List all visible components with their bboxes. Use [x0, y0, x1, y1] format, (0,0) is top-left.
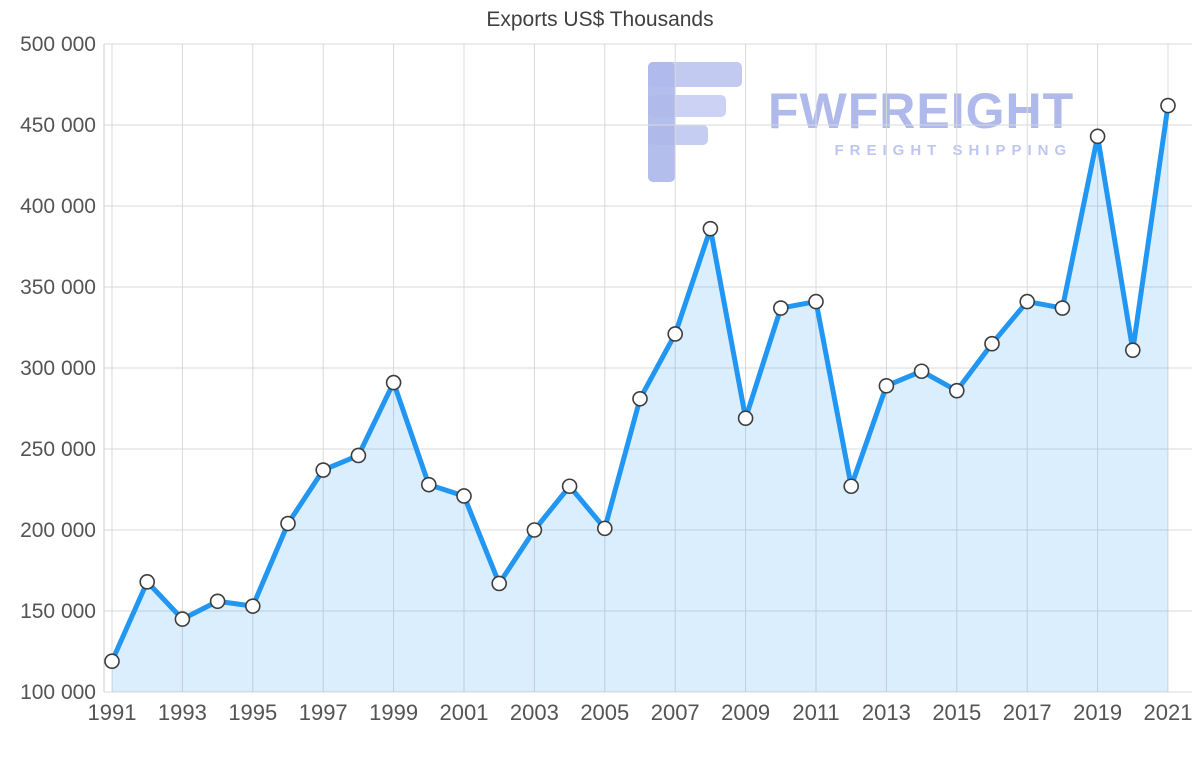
y-axis-tick-label: 400 000 [20, 195, 96, 218]
data-point-marker[interactable] [702, 220, 719, 237]
y-axis-tick-label: 450 000 [20, 114, 96, 137]
y-axis-tick-label: 200 000 [20, 519, 96, 542]
x-axis-tick-label: 2009 [721, 700, 770, 725]
y-axis-tick-label: 250 000 [20, 438, 96, 461]
x-axis-tick-label: 2003 [510, 700, 559, 725]
x-axis-tick-label: 2021 [1144, 700, 1193, 725]
data-point-marker[interactable] [596, 520, 613, 537]
data-point-marker[interactable] [245, 598, 261, 614]
data-point-marker[interactable] [1019, 293, 1035, 310]
x-axis-tick-label: 1993 [158, 700, 207, 725]
x-axis-tick-label: 2019 [1073, 700, 1122, 725]
data-point-marker[interactable] [1125, 342, 1141, 358]
data-point-marker[interactable] [139, 574, 155, 590]
y-axis-tick-label: 150 000 [20, 600, 96, 623]
data-point-marker[interactable] [1054, 300, 1071, 316]
x-axis-tick-label: 2017 [1003, 700, 1052, 725]
x-axis-tick-label: 2013 [862, 700, 911, 725]
data-point-marker[interactable] [1160, 97, 1176, 114]
data-point-marker[interactable] [209, 593, 226, 610]
y-axis-tick-label: 300 000 [20, 357, 96, 380]
data-point-marker[interactable] [1089, 128, 1106, 145]
y-axis-tick-label: 350 000 [20, 276, 96, 299]
x-axis-tick-label: 2011 [792, 700, 839, 725]
data-point-marker[interactable] [878, 378, 895, 394]
data-point-marker[interactable] [772, 300, 789, 316]
data-point-marker[interactable] [315, 462, 332, 478]
data-point-marker[interactable] [420, 476, 437, 493]
data-point-marker[interactable] [808, 293, 824, 310]
data-point-marker[interactable] [104, 653, 120, 670]
x-axis-tick-label: 2015 [932, 700, 981, 725]
data-point-marker[interactable] [737, 410, 754, 427]
x-axis-tick-label: 1999 [369, 700, 418, 725]
x-axis-tick-label: 2001 [440, 700, 489, 725]
data-point-marker[interactable] [280, 515, 296, 532]
data-point-marker[interactable] [526, 522, 543, 538]
data-point-marker[interactable] [667, 326, 684, 342]
data-point-marker[interactable] [948, 382, 965, 399]
data-point-marker[interactable] [385, 374, 402, 391]
data-point-marker[interactable] [491, 575, 508, 592]
data-point-marker[interactable] [913, 363, 930, 380]
y-axis-tick-label: 500 000 [20, 33, 96, 56]
watermark-text: FWFREIGHT FREIGHT SHIPPING [768, 85, 1074, 159]
data-point-marker[interactable] [561, 478, 578, 495]
x-axis-tick-label: 1997 [299, 700, 348, 725]
watermark-subtitle: FREIGHT SHIPPING [834, 141, 1073, 159]
data-point-marker[interactable] [350, 447, 367, 464]
watermark: FWFREIGHT FREIGHT SHIPPING [648, 62, 1074, 182]
y-axis-tick-label: 100 000 [20, 681, 96, 704]
x-axis-tick-label: 2007 [651, 700, 700, 725]
watermark-brand: FWFREIGHT [768, 83, 1075, 140]
x-axis-tick-label: 2005 [580, 700, 629, 725]
data-point-marker[interactable] [984, 335, 1000, 352]
chart-title: Exports US$ Thousands [486, 8, 714, 31]
fwfreight-logo-icon [648, 62, 742, 182]
data-point-marker[interactable] [632, 390, 648, 407]
data-point-marker[interactable] [843, 478, 860, 495]
data-point-marker[interactable] [174, 611, 191, 627]
data-point-marker[interactable] [456, 488, 472, 504]
x-axis-tick-label: 1991 [88, 700, 137, 725]
x-axis-tick-label: 1995 [228, 700, 277, 725]
